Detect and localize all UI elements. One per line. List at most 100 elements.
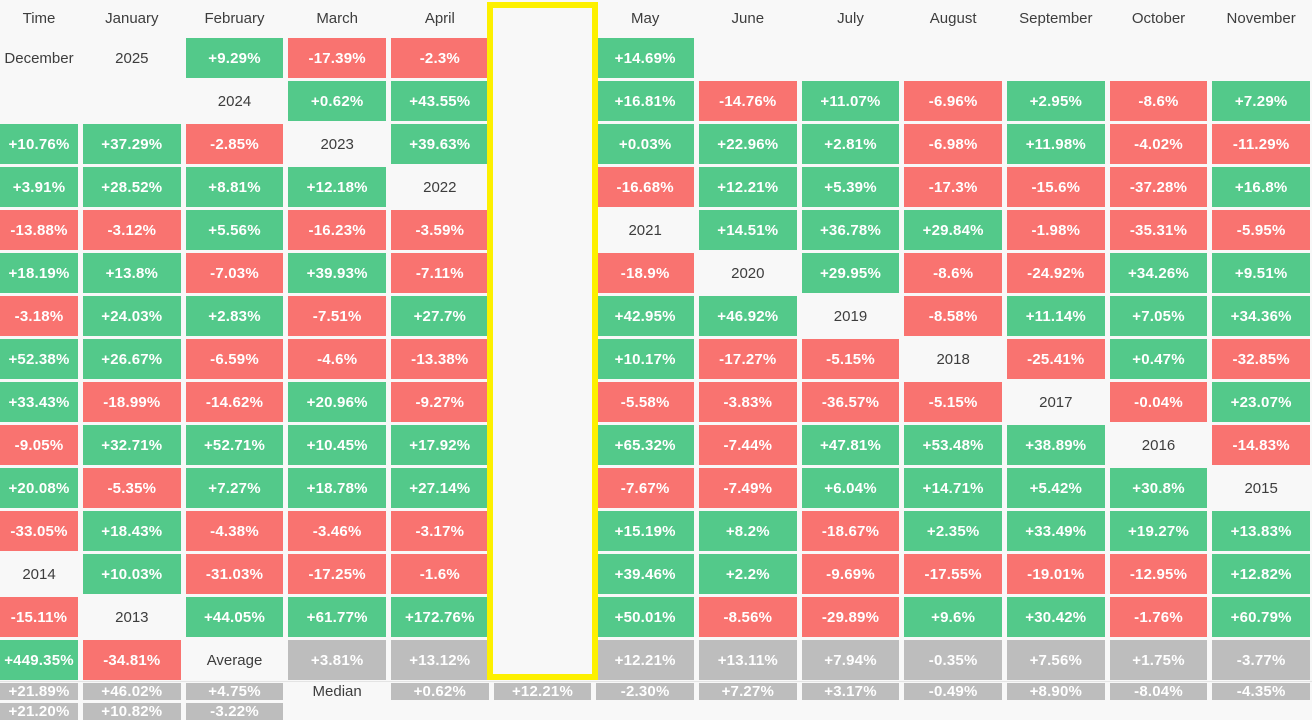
return-cell: -9.69% — [801, 554, 900, 594]
month-header-february: February — [204, 10, 265, 27]
return-cell: +2.83% — [185, 296, 284, 336]
return-cell: +7.05% — [1109, 296, 1208, 336]
table-bottom-border — [0, 681, 1312, 682]
return-cell: +37.29% — [83, 124, 181, 164]
return-cell: +53.48% — [904, 425, 1002, 465]
return-cell: +42.95% — [596, 296, 694, 336]
return-cell: +2.95% — [1006, 81, 1105, 121]
return-cell: +43.55% — [390, 81, 489, 121]
return-cell: +33.49% — [1006, 511, 1105, 551]
return-cell: -17.27% — [698, 339, 797, 379]
return-cell: +7.29% — [1212, 81, 1310, 121]
return-cell: +13.83% — [1212, 511, 1310, 551]
return-cell: +30.42% — [1006, 597, 1105, 637]
return-cell: +12.82% — [1212, 554, 1310, 594]
return-cell: +12.21% — [596, 640, 694, 680]
return-cell — [0, 81, 78, 121]
return-cell: +39.93% — [288, 253, 386, 293]
return-cell: +7.27% — [698, 683, 797, 700]
return-cell: -3.46% — [288, 511, 386, 551]
return-cell: -17.25% — [288, 554, 386, 594]
return-cell: -18.67% — [801, 511, 900, 551]
return-cell: +8.2% — [698, 511, 797, 551]
return-cell: +32.71% — [83, 425, 181, 465]
return-cell: -8.56% — [698, 597, 797, 637]
return-cell: +11.98% — [1006, 124, 1105, 164]
return-cell: +0.47% — [1109, 339, 1208, 379]
return-cell: -3.83% — [698, 382, 797, 422]
return-cell: -8.6% — [904, 253, 1002, 293]
return-cell: +5.39% — [801, 167, 900, 207]
return-cell: -14.62% — [185, 382, 284, 422]
return-cell: +17.92% — [390, 425, 489, 465]
return-cell: +12.21% — [698, 167, 797, 207]
return-cell: -0.04% — [1109, 382, 1208, 422]
return-cell: -17.39% — [288, 38, 386, 78]
return-cell: +52.38% — [0, 339, 78, 379]
return-cell: -19.01% — [1006, 554, 1105, 594]
return-cell — [83, 81, 181, 121]
return-cell: -2.85% — [185, 124, 284, 164]
return-cell: +36.78% — [801, 210, 900, 250]
return-cell: +18.43% — [83, 511, 181, 551]
return-cell: +61.77% — [288, 597, 386, 637]
return-cell: +18.19% — [0, 253, 78, 293]
return-cell: -9.27% — [390, 382, 489, 422]
return-cell: +39.46% — [596, 554, 694, 594]
return-cell: -3.22% — [185, 703, 284, 720]
return-cell: -13.38% — [390, 339, 489, 379]
return-cell: +12.21% — [493, 683, 592, 700]
return-cell: -7.44% — [698, 425, 797, 465]
return-cell: +9.51% — [1212, 253, 1310, 293]
return-cell: +1.75% — [1109, 640, 1208, 680]
return-cell: +14.71% — [904, 468, 1002, 508]
return-cell: -16.23% — [288, 210, 386, 250]
return-cell: +14.69% — [596, 38, 694, 78]
return-cell: -8.6% — [1109, 81, 1208, 121]
return-cell: +2.35% — [904, 511, 1002, 551]
row-label-2017: 2017 — [1039, 393, 1073, 411]
return-cell — [1110, 38, 1208, 78]
return-cell: +6.04% — [801, 468, 900, 508]
return-cell: +0.62% — [288, 81, 386, 121]
return-cell: +46.02% — [83, 683, 181, 700]
return-cell: +10.45% — [288, 425, 386, 465]
row-label-2021: 2021 — [628, 221, 662, 239]
return-cell: +19.27% — [1109, 511, 1208, 551]
return-cell: -7.67% — [596, 468, 694, 508]
return-cell: -8.04% — [1109, 683, 1208, 700]
row-label-2025: 2025 — [115, 49, 149, 67]
return-cell: -2.3% — [390, 38, 489, 78]
return-cell: +33.43% — [0, 382, 78, 422]
return-cell: -6.59% — [185, 339, 284, 379]
return-cell: +9.29% — [185, 38, 284, 78]
row-label-2016: 2016 — [1141, 436, 1176, 454]
month-header-may: May — [630, 10, 660, 27]
return-cell: -18.9% — [596, 253, 694, 293]
return-cell: -31.03% — [185, 554, 284, 594]
return-cell: +65.32% — [596, 425, 694, 465]
return-cell: -17.3% — [904, 167, 1002, 207]
return-cell: -25.41% — [1006, 339, 1105, 379]
return-cell: -3.12% — [83, 210, 181, 250]
time-column-header: Time — [22, 10, 56, 27]
return-cell: +5.42% — [1006, 468, 1105, 508]
row-label-2013: 2013 — [115, 608, 149, 626]
return-cell — [802, 38, 900, 78]
return-cell: +3.81% — [288, 640, 386, 680]
return-cell: -4.38% — [185, 511, 284, 551]
return-cell: +10.76% — [0, 124, 78, 164]
return-cell: +22.96% — [698, 124, 797, 164]
row-label-2015: 2015 — [1244, 479, 1278, 497]
return-cell: +23.07% — [1212, 382, 1310, 422]
return-cell: -12.95% — [1109, 554, 1208, 594]
row-label-2024: 2024 — [217, 92, 252, 110]
return-cell: +21.89% — [0, 683, 78, 700]
return-cell: +44.05% — [185, 597, 284, 637]
return-cell: -32.85% — [1212, 339, 1310, 379]
return-cell: -6.98% — [904, 124, 1002, 164]
return-cell: -5.15% — [801, 339, 900, 379]
return-cell: -16.68% — [596, 167, 694, 207]
return-cell — [699, 38, 797, 78]
return-cell: +0.62% — [390, 683, 489, 700]
